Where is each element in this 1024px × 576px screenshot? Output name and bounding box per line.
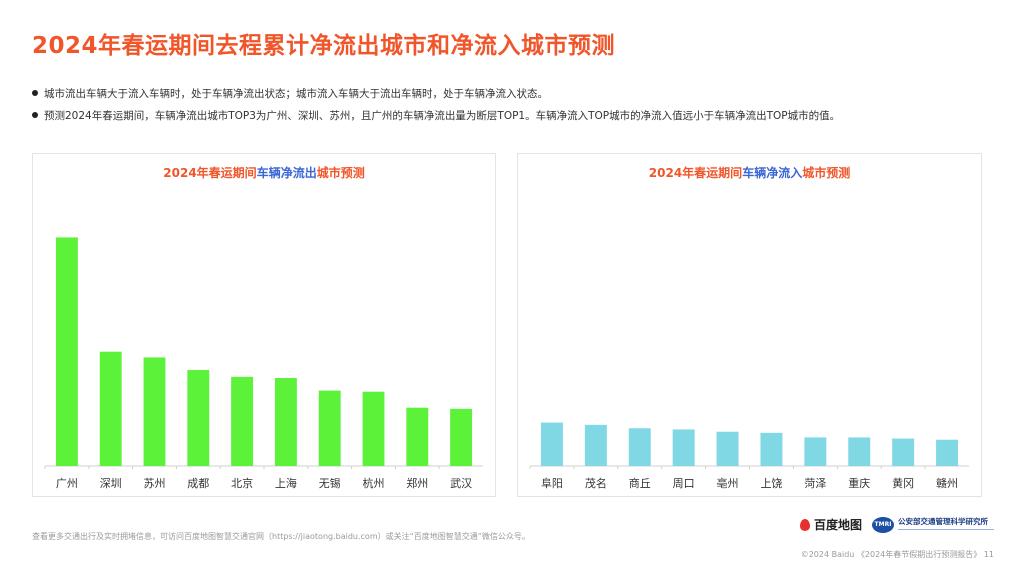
- map-pin-icon: [799, 518, 810, 531]
- chart-title-part: 2024年春运期间: [648, 166, 743, 180]
- bar-成都: [187, 370, 210, 466]
- chart-title: 2024年春运期间车辆净流出城市预测: [33, 164, 495, 181]
- x-tick-label: 周口: [673, 477, 695, 490]
- bar-杭州: [362, 391, 385, 466]
- outflow-chart-panel: 2024年春运期间车辆净流出城市预测 广州 深圳 苏州 成都 北京 上海 无锡 杭州 郑州 武汉: [32, 153, 496, 497]
- logo-row: 百度地图 TMRI 公安部交通管理科学研究所: [799, 516, 994, 533]
- x-tick-label: 茂名: [585, 476, 607, 490]
- bullet-dot-icon: [32, 112, 38, 118]
- bullet-text: 预测2024年春运期间，车辆净流出城市TOP3为广州、深圳、苏州，且广州的车辆净…: [44, 109, 841, 122]
- x-tick-label: 成都: [187, 477, 209, 490]
- chart-title-part: 城市预测: [802, 166, 851, 180]
- x-tick-label: 杭州: [363, 476, 385, 490]
- bar-上饶: [760, 432, 783, 466]
- x-tick-label: 上饶: [760, 477, 782, 490]
- bullet-item: 预测2024年春运期间，车辆净流出城市TOP3为广州、深圳、苏州，且广州的车辆净…: [32, 104, 1012, 126]
- bullet-dot-icon: [32, 90, 38, 96]
- copyright: ©2024 Baidu 《2024年春节假期出行预测报告》 11: [800, 550, 994, 559]
- bar-无锡: [318, 390, 341, 466]
- bar-重庆: [848, 437, 871, 466]
- bar-上海: [274, 378, 297, 466]
- chart-title-part: 车辆净流出: [256, 166, 317, 180]
- x-tick-label: 黄冈: [892, 476, 914, 490]
- bar-深圳: [99, 351, 122, 466]
- baidu-map-logo-text: 百度地图: [813, 518, 862, 532]
- x-tick-label: 亳州: [717, 476, 739, 490]
- bar-阜阳: [540, 422, 563, 466]
- inflow-bar-chart: 阜阳 茂名 商丘 周口 亳州 上饶 菏泽 重庆 黄冈 赣州: [529, 422, 969, 490]
- chart-title-part: 2024年春运期间: [163, 166, 257, 180]
- bar-北京: [231, 376, 254, 466]
- x-tick-label: 苏州: [144, 477, 166, 490]
- bullet-text: 城市流出车辆大于流入车辆时，处于车辆净流出状态；城市流入车辆大于流出车辆时，处于…: [44, 87, 548, 100]
- x-tick-label: 上海: [275, 476, 297, 490]
- x-tick-label: 深圳: [100, 477, 122, 490]
- x-tick-label: 广州: [56, 477, 78, 490]
- bullet-list: 城市流出车辆大于流入车辆时，处于车辆净流出状态；城市流入车辆大于流出车辆时，处于…: [32, 82, 1012, 126]
- tmri-badge-icon: TMRI: [872, 516, 894, 533]
- x-tick-label: 重庆: [848, 476, 870, 490]
- bar-茂名: [584, 424, 607, 466]
- bullet-item: 城市流出车辆大于流入车辆时，处于车辆净流出状态；城市流入车辆大于流出车辆时，处于…: [32, 82, 1012, 104]
- x-tick-label: 赣州: [936, 476, 958, 490]
- bar-周口: [672, 429, 695, 466]
- bar-武汉: [450, 408, 473, 466]
- chart-title-part: 城市预测: [316, 166, 365, 180]
- x-tick-label: 北京: [231, 476, 253, 490]
- tmri-logo: TMRI 公安部交通管理科学研究所: [872, 516, 994, 533]
- x-tick-label: 郑州: [406, 476, 428, 490]
- bar-商丘: [628, 428, 651, 466]
- bar-广州: [55, 237, 78, 466]
- x-tick-label: 无锡: [319, 476, 341, 490]
- page-title: 2024年春运期间去程累计净流出城市和净流入城市预测: [32, 33, 616, 59]
- tmri-name: 公安部交通管理科学研究所: [898, 517, 988, 526]
- bar-郑州: [406, 407, 429, 466]
- x-tick-label: 菏泽: [804, 477, 826, 490]
- bar-菏泽: [804, 437, 827, 466]
- bar-黄冈: [892, 438, 915, 466]
- bar-赣州: [936, 439, 959, 466]
- tmri-subline: [898, 529, 994, 533]
- baidu-map-logo: 百度地图: [799, 516, 862, 533]
- bar-苏州: [143, 357, 166, 466]
- x-tick-label: 商丘: [629, 476, 651, 490]
- footnote: 查看更多交通出行及实时拥堵信息，可访问百度地图智慧交通官网（https://ji…: [32, 532, 530, 541]
- bar-亳州: [716, 431, 739, 466]
- outflow-bar-chart: 广州 深圳 苏州 成都 北京 上海 无锡 杭州 郑州 武汉: [44, 237, 483, 490]
- inflow-chart-panel: 2024年春运期间车辆净流入城市预测 阜阳 茂名 商丘 周口 亳州 上饶 菏泽 重庆 黄冈 赣州: [517, 153, 982, 497]
- chart-title-part: 车辆净流入: [742, 166, 803, 180]
- chart-title: 2024年春运期间车辆净流入城市预测: [518, 164, 981, 181]
- x-tick-label: 武汉: [450, 477, 472, 490]
- tmri-logo-text: 公安部交通管理科学研究所: [898, 516, 994, 533]
- x-tick-label: 阜阳: [541, 477, 563, 490]
